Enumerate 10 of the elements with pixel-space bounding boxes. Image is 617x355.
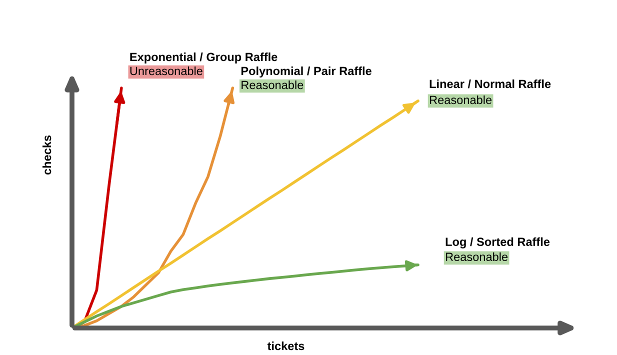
series-label: Linear / Normal Raffle <box>430 79 551 88</box>
x-axis-title: tickets <box>267 341 304 350</box>
text: Exponential / Group Raffle <box>130 52 278 64</box>
y-axis-title: checks <box>42 135 52 175</box>
text: Reasonable <box>446 252 508 262</box>
text: Unreasonable <box>130 66 202 76</box>
annotation: Reasonable <box>242 80 304 90</box>
series-label: Polynomial / Pair Raffle <box>241 66 372 78</box>
text: Reasonable <box>430 95 492 104</box>
text: Log / Sorted Raffle <box>446 237 550 248</box>
